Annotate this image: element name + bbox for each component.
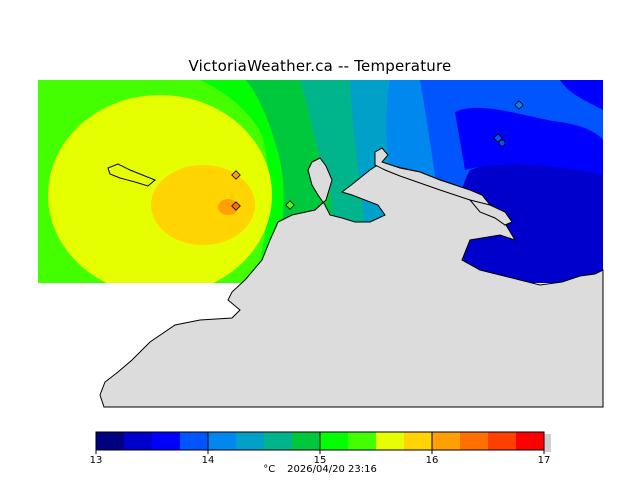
station-marker[interactable]	[231, 170, 241, 180]
legend-swatch	[180, 432, 208, 450]
legend-swatch	[432, 432, 460, 450]
timestamp: 2026/04/20 23:16	[287, 464, 377, 475]
legend-caption: °C 2026/04/20 23:16	[0, 464, 640, 475]
legend-swatch	[152, 432, 180, 450]
legend-ticks: 13 14 15 16 17	[0, 455, 640, 469]
legend-tick-label: 14	[201, 455, 215, 466]
legend-swatch	[208, 432, 236, 450]
legend-swatch	[320, 432, 348, 450]
color-legend	[95, 431, 551, 454]
legend-swatch	[460, 432, 488, 450]
legend-swatch	[488, 432, 516, 450]
legend-swatch	[516, 432, 544, 450]
station-marker[interactable]	[493, 133, 503, 143]
legend-shadow	[544, 434, 551, 452]
station-marker[interactable]	[498, 139, 506, 147]
station-markers	[231, 100, 524, 211]
legend-swatch	[376, 432, 404, 450]
legend-tick-label: 17	[537, 455, 551, 466]
legend-swatch	[348, 432, 376, 450]
legend-tick-label: 13	[89, 455, 103, 466]
legend-swatch	[404, 432, 432, 450]
legend-tick-label: 15	[313, 455, 327, 466]
station-marker[interactable]	[285, 200, 295, 210]
legend-swatch	[292, 432, 320, 450]
legend-swatch	[96, 432, 124, 450]
land-area	[99, 147, 604, 408]
legend-swatch	[236, 432, 264, 450]
map-title: VictoriaWeather.ca -- Temperature	[188, 57, 452, 75]
station-marker[interactable]	[231, 201, 241, 211]
legend-unit: °C	[263, 464, 276, 475]
legend-swatch	[124, 432, 152, 450]
station-marker[interactable]	[514, 100, 524, 110]
legend-swatch	[264, 432, 292, 450]
temperature-field	[38, 80, 603, 283]
legend-tick-label: 16	[425, 455, 439, 466]
